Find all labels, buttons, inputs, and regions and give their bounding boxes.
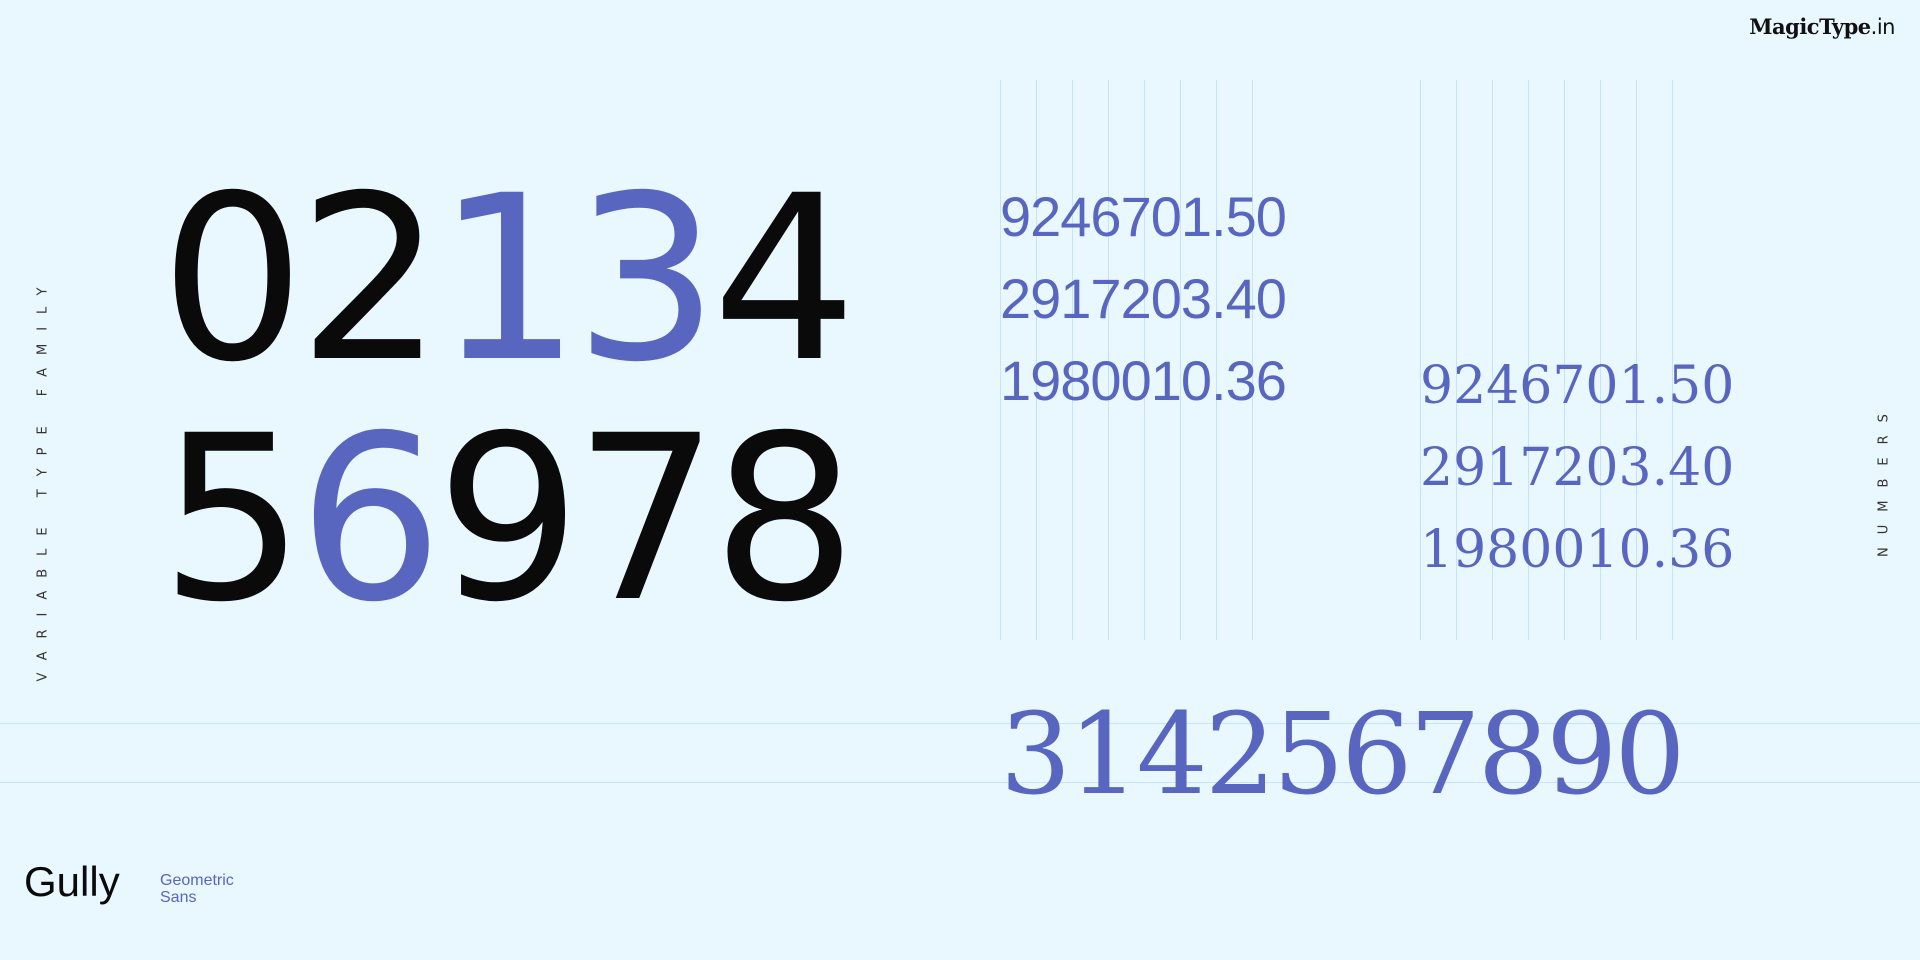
grid-line — [1528, 80, 1529, 640]
oldstyle-number: 1980010.36 — [1420, 520, 1735, 580]
tabular-number: 1980010.36 — [1000, 349, 1287, 412]
grid-line — [1000, 80, 1001, 640]
magictype-logo[interactable]: MagicType.in — [1749, 14, 1895, 39]
font-classification: Geometric Sans — [160, 872, 234, 906]
grid-line — [1252, 80, 1253, 640]
classification-line-1: Geometric — [160, 872, 234, 889]
big-digit: 0 — [160, 146, 306, 412]
oldstyle-numbers: 9246701.50 2917203.40 1980010.36 — [1420, 345, 1734, 591]
grid-line — [1144, 80, 1145, 640]
big-digit: 9 — [436, 386, 582, 652]
variable-type-family-label: VARIABLE TYPE FAMILY — [35, 274, 51, 682]
grid-line — [1216, 80, 1217, 640]
big-digit: 5 — [160, 386, 306, 652]
grid-line — [1456, 80, 1457, 640]
big-digit: 4 — [712, 146, 858, 412]
bottom-number-sample: 3142567890 — [1000, 690, 1686, 820]
classification-line-2: Sans — [160, 889, 197, 906]
grid-line — [1420, 80, 1421, 640]
big-digit-accent: 1 — [436, 146, 582, 412]
grid-line — [1072, 80, 1073, 640]
oldstyle-number: 2917203.40 — [1420, 438, 1735, 498]
grid-line — [1492, 80, 1493, 640]
tabular-number: 9246701.50 — [1000, 185, 1287, 248]
big-digit: 8 — [712, 386, 858, 652]
baseline-rule — [0, 723, 1920, 724]
grid-line — [1180, 80, 1181, 640]
grid-line — [1672, 80, 1673, 640]
big-digits-row-1: 02134 — [160, 146, 858, 412]
grid-line — [1600, 80, 1601, 640]
big-digits-row-2: 56978 — [160, 386, 858, 652]
big-digit: 7 — [574, 386, 720, 652]
grid-line — [1564, 80, 1565, 640]
big-digit-accent: 3 — [574, 146, 720, 412]
grid-line — [1036, 80, 1037, 640]
numbers-label: NUMBERS — [1876, 401, 1892, 557]
oldstyle-number: 9246701.50 — [1420, 356, 1735, 416]
tabular-numbers: 9246701.50 2917203.40 1980010.36 — [1000, 176, 1287, 422]
big-digit: 2 — [298, 146, 444, 412]
logo-suffix: .in — [1870, 15, 1896, 39]
tabular-number: 2917203.40 — [1000, 267, 1287, 330]
logo-main: MagicType — [1749, 14, 1871, 39]
grid-line — [1636, 80, 1637, 640]
big-digit-accent: 6 — [298, 386, 444, 652]
baseline-rule — [0, 782, 1920, 783]
font-name: Gully — [24, 858, 120, 905]
grid-line — [1108, 80, 1109, 640]
